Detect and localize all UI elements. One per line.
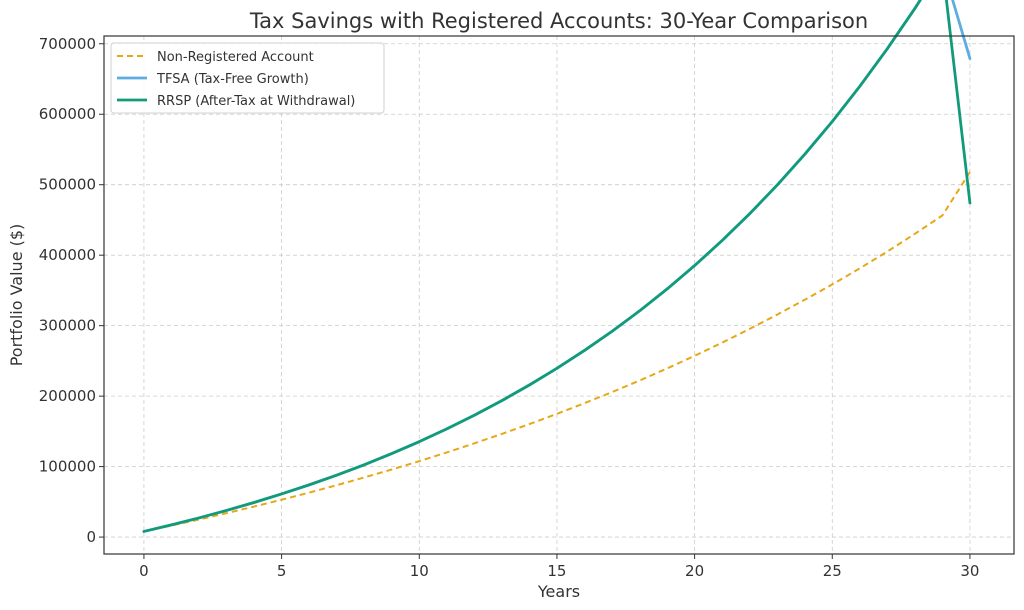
y-tick-label: 0 (86, 528, 96, 546)
y-axis-label: Portfolio Value ($) (7, 224, 26, 367)
y-tick-label: 200000 (39, 387, 96, 405)
ticks: 0 5 10 15 20 25 30 0 100000 200000 300000 400000 500… (39, 35, 980, 580)
series-line-0 (143, 171, 971, 533)
x-axis-label: Years (537, 582, 580, 601)
plot-frame (103, 35, 1015, 555)
y-tick-label: 500000 (39, 176, 96, 194)
legend-label: TFSA (Tax-Free Growth) (156, 72, 309, 87)
legend-label: Non-Registered Account (157, 50, 314, 65)
grid (104, 36, 1014, 554)
y-tick-label: 300000 (39, 317, 96, 335)
x-tick-label: 15 (547, 562, 566, 580)
series-lines (142, 0, 972, 533)
x-tick-label: 30 (960, 562, 979, 580)
x-tick-label: 0 (139, 562, 149, 580)
x-tick-label: 20 (685, 562, 704, 580)
x-tick-label: 10 (410, 562, 429, 580)
y-tick-label: 400000 (39, 246, 96, 264)
legend: Non-Registered Account TFSA (Tax-Free Gro… (110, 42, 385, 114)
y-tick-label: 600000 (39, 105, 96, 123)
legend-label: RRSP (After-Tax at Withdrawal) (157, 94, 355, 109)
chart-title: Tax Savings with Registered Accounts: 30… (249, 9, 868, 33)
y-tick-label: 700000 (39, 35, 96, 53)
legend-box (110, 42, 385, 114)
x-tick-label: 25 (823, 562, 842, 580)
axes (103, 35, 1015, 555)
y-tick-label: 100000 (39, 458, 96, 476)
x-tick-label: 5 (277, 562, 287, 580)
series-line-2 (142, 0, 972, 533)
